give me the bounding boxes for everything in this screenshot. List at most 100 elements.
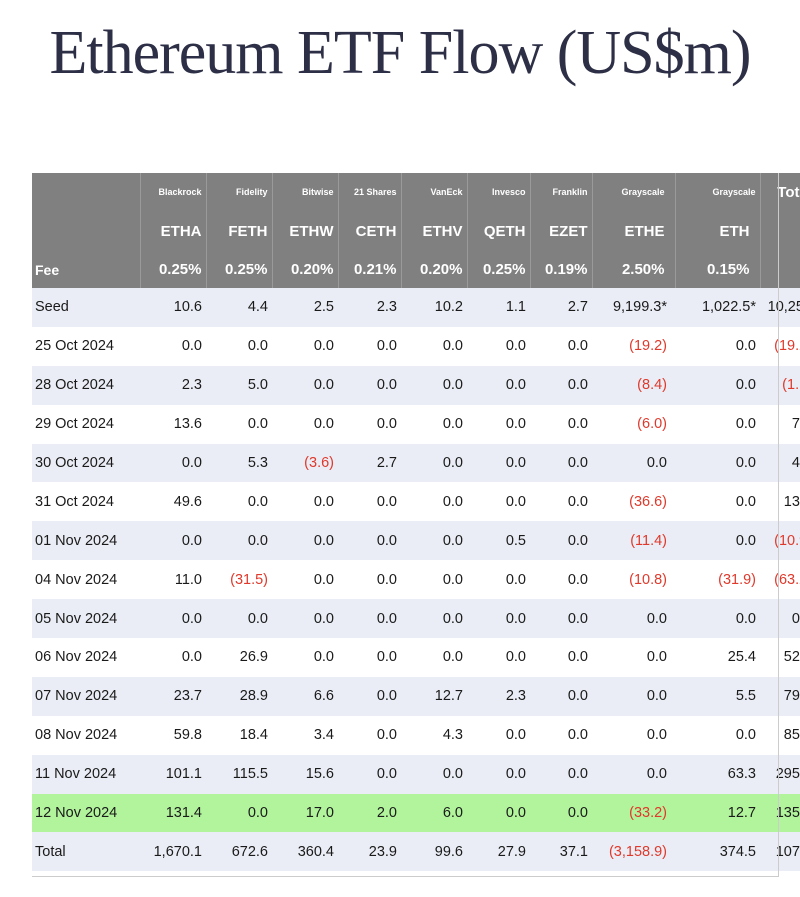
issuer-header: Blackrock (139, 173, 206, 211)
flow-cell: 10.6 (140, 288, 206, 327)
flow-cell: 0.0 (338, 754, 401, 794)
flow-cell: 0.0 (530, 676, 592, 716)
issuer-header: Fidelity (205, 173, 272, 211)
flow-cell: (19.2) (592, 326, 675, 366)
flow-cell: 0.0 (338, 482, 401, 522)
flow-cell: 101.1 (140, 754, 206, 794)
row-label: 05 Nov 2024 (32, 599, 140, 639)
fee-value: 0.25% (466, 251, 530, 288)
flow-cell: 115.5 (206, 754, 272, 794)
row-label: 12 Nov 2024 (32, 793, 140, 833)
total-cell: 107.2 (760, 832, 800, 872)
flow-cell: 6.6 (272, 676, 338, 716)
total-row: Total 1,670.1 672.6 360.4 23.9 99.6 27.9 37.1 (3… (32, 832, 800, 872)
table-row: 25 Oct 2024 0.0 0.0 0.0 0.0 0.0 0.0 0.0 (19.2) 0.… (32, 326, 800, 366)
flow-cell: 0.0 (675, 482, 760, 522)
row-label: 06 Nov 2024 (32, 638, 140, 677)
table-row: 01 Nov 2024 0.0 0.0 0.0 0.0 0.0 0.5 0.0 (11.4) 0.… (32, 521, 800, 561)
flow-cell: 0.0 (530, 754, 592, 794)
row-label: 01 Nov 2024 (32, 521, 140, 561)
flow-cell: 17.0 (272, 793, 338, 833)
flow-cell: 0.0 (206, 482, 272, 522)
fee-label: Fee (32, 251, 140, 288)
ticker-header: FETH (205, 211, 272, 251)
flow-cell: 28.9 (206, 676, 272, 716)
row-label: Total (32, 832, 140, 872)
flow-cell: 1,022.5* (675, 288, 760, 327)
issuer-header: Bitwise (271, 173, 338, 211)
ticker-header: ETHW (271, 211, 338, 251)
flow-cell: 0.0 (530, 793, 592, 833)
etf-flow-table: Blackrock Fidelity Bitwise 21 Shares Van… (32, 173, 800, 872)
flow-cell: 15.6 (272, 754, 338, 794)
flow-cell: 0.0 (467, 560, 530, 600)
flow-cell: 0.0 (467, 404, 530, 444)
flow-cell: 0.0 (401, 599, 467, 639)
flow-cell: (3.6) (272, 443, 338, 483)
flow-cell: 0.0 (338, 365, 401, 405)
row-label: 11 Nov 2024 (32, 754, 140, 794)
flow-cell: 0.0 (206, 521, 272, 561)
flow-cell: 0.0 (401, 443, 467, 483)
table-row: 29 Oct 2024 13.6 0.0 0.0 0.0 0.0 0.0 0.0 (6.0) 0.… (32, 404, 800, 444)
flow-cell: 0.0 (530, 560, 592, 600)
table-row: 05 Nov 20240.00.00.00.00.00.00.00.00.00.… (32, 599, 800, 639)
flow-cell: 0.0 (338, 715, 401, 755)
flow-cell: 0.0 (206, 793, 272, 833)
flow-cell: 0.0 (338, 326, 401, 366)
flow-cell: 2.5 (272, 288, 338, 327)
ticker-header: ETHV (400, 211, 467, 251)
flow-cell: 0.0 (592, 599, 675, 639)
total-cell: (19.2) (760, 326, 800, 366)
flow-cell: 27.9 (467, 832, 530, 872)
ticker-header-row: ETHA FETH ETHW CETH ETHV QETH EZET ETHE … (32, 211, 800, 251)
flow-cell: 0.0 (467, 326, 530, 366)
flow-cell: 0.0 (675, 521, 760, 561)
flow-cell: 0.0 (675, 715, 760, 755)
flow-cell: (10.8) (592, 560, 675, 600)
fee-value: 0.20% (271, 251, 338, 288)
total-cell: 135.9 (760, 793, 800, 833)
flow-cell: 1,670.1 (140, 832, 206, 872)
flow-cell: (31.5) (206, 560, 272, 600)
flow-cell: 0.0 (592, 715, 675, 755)
total-cell: 52.3 (760, 638, 800, 677)
flow-cell: 0.5 (467, 521, 530, 561)
flow-cell: 9,199.3* (592, 288, 675, 327)
flow-cell: 0.0 (140, 443, 206, 483)
flow-cell: 0.0 (530, 521, 592, 561)
flow-cell: 25.4 (675, 638, 760, 677)
flow-cell: 0.0 (272, 326, 338, 366)
ticker-header: CETH (337, 211, 401, 251)
page-title: Ethereum ETF Flow (US$m) (49, 19, 752, 87)
flow-cell: 0.0 (530, 715, 592, 755)
flow-cell: 3.4 (272, 715, 338, 755)
flow-cell: 0.0 (140, 326, 206, 366)
flow-cell: 63.3 (675, 754, 760, 794)
table-row: 08 Nov 2024 59.8 18.4 3.4 0.0 4.3 0.0 0.0 0.0 0.0… (32, 715, 800, 755)
fee-value: 0.25% (139, 251, 206, 288)
flow-cell: 672.6 (206, 832, 272, 872)
total-header: Total (759, 173, 800, 211)
total-cell: 79.7 (760, 676, 800, 716)
flow-cell: (33.2) (592, 793, 675, 833)
flow-cell: 0.0 (401, 326, 467, 366)
issuer-header: Grayscale (674, 173, 760, 211)
flow-cell: 0.0 (467, 599, 530, 639)
table-row: 31 Oct 2024 49.6 0.0 0.0 0.0 0.0 0.0 0.0 (36.6) 0… (32, 482, 800, 522)
flow-cell: 0.0 (467, 482, 530, 522)
row-label: 29 Oct 2024 (32, 404, 140, 444)
table-row: 12 Nov 2024 131.4 0.0 17.0 2.0 6.0 0.0 0.0 (33.2… (32, 793, 800, 833)
flow-cell: 18.4 (206, 715, 272, 755)
ticker-header: ETH (674, 211, 760, 251)
flow-cell: 4.4 (206, 288, 272, 327)
issuer-header: 21 Shares (337, 173, 401, 211)
row-label: 08 Nov 2024 (32, 715, 140, 755)
issuer-header: Grayscale (591, 173, 675, 211)
row-label: Seed (32, 288, 140, 327)
flow-cell: 0.0 (206, 326, 272, 366)
total-cell: (1.1) (760, 365, 800, 405)
flow-cell: 0.0 (272, 521, 338, 561)
flow-cell: 23.9 (338, 832, 401, 872)
fee-value: 0.25% (205, 251, 272, 288)
